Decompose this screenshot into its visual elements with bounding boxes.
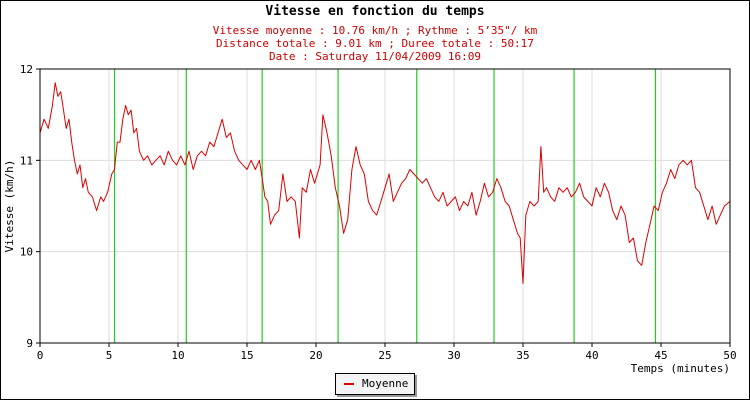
x-tick-label: 35 <box>516 349 529 362</box>
series-line <box>39 82 731 285</box>
series-layer <box>39 82 731 285</box>
chart-subtitle-average: Vitesse moyenne : 10.76 km/h ; Rythme : … <box>212 24 538 37</box>
x-tick-label: 5 <box>106 349 113 362</box>
legend-swatch <box>344 383 354 385</box>
chart-subtitle-date: Date : Saturday 11/04/2009 16:09 <box>269 50 481 63</box>
chart-subtitle-distance: Distance totale : 9.01 km ; Duree totale… <box>216 37 534 50</box>
x-tick-label: 15 <box>240 349 253 362</box>
x-tick-label: 0 <box>37 349 44 362</box>
y-tick-label: 10 <box>20 246 33 259</box>
km-markers <box>113 69 657 343</box>
y-tick-label: 9 <box>26 337 33 350</box>
y-tick-label: 11 <box>20 154 33 167</box>
x-tick-label: 20 <box>309 349 322 362</box>
y-tick-label: 12 <box>20 63 33 76</box>
chart-title: Vitesse en fonction du temps <box>265 4 485 19</box>
x-tick-label: 30 <box>447 349 460 362</box>
x-tick-label: 50 <box>723 349 736 362</box>
x-tick-label: 45 <box>654 349 667 362</box>
y-axis-label: Vitesse (km/h) <box>3 160 16 253</box>
legend-label: Moyenne <box>362 377 409 390</box>
legend: Moyenne <box>335 373 415 395</box>
x-tick-label: 40 <box>585 349 598 362</box>
x-axis-label: Temps (minutes) <box>631 362 730 375</box>
x-tick-label: 10 <box>171 349 184 362</box>
axes: 0 5 10 15 20 25 30 35 40 45 50 9 10 11 12 <box>20 63 737 362</box>
x-tick-label: 25 <box>378 349 391 362</box>
